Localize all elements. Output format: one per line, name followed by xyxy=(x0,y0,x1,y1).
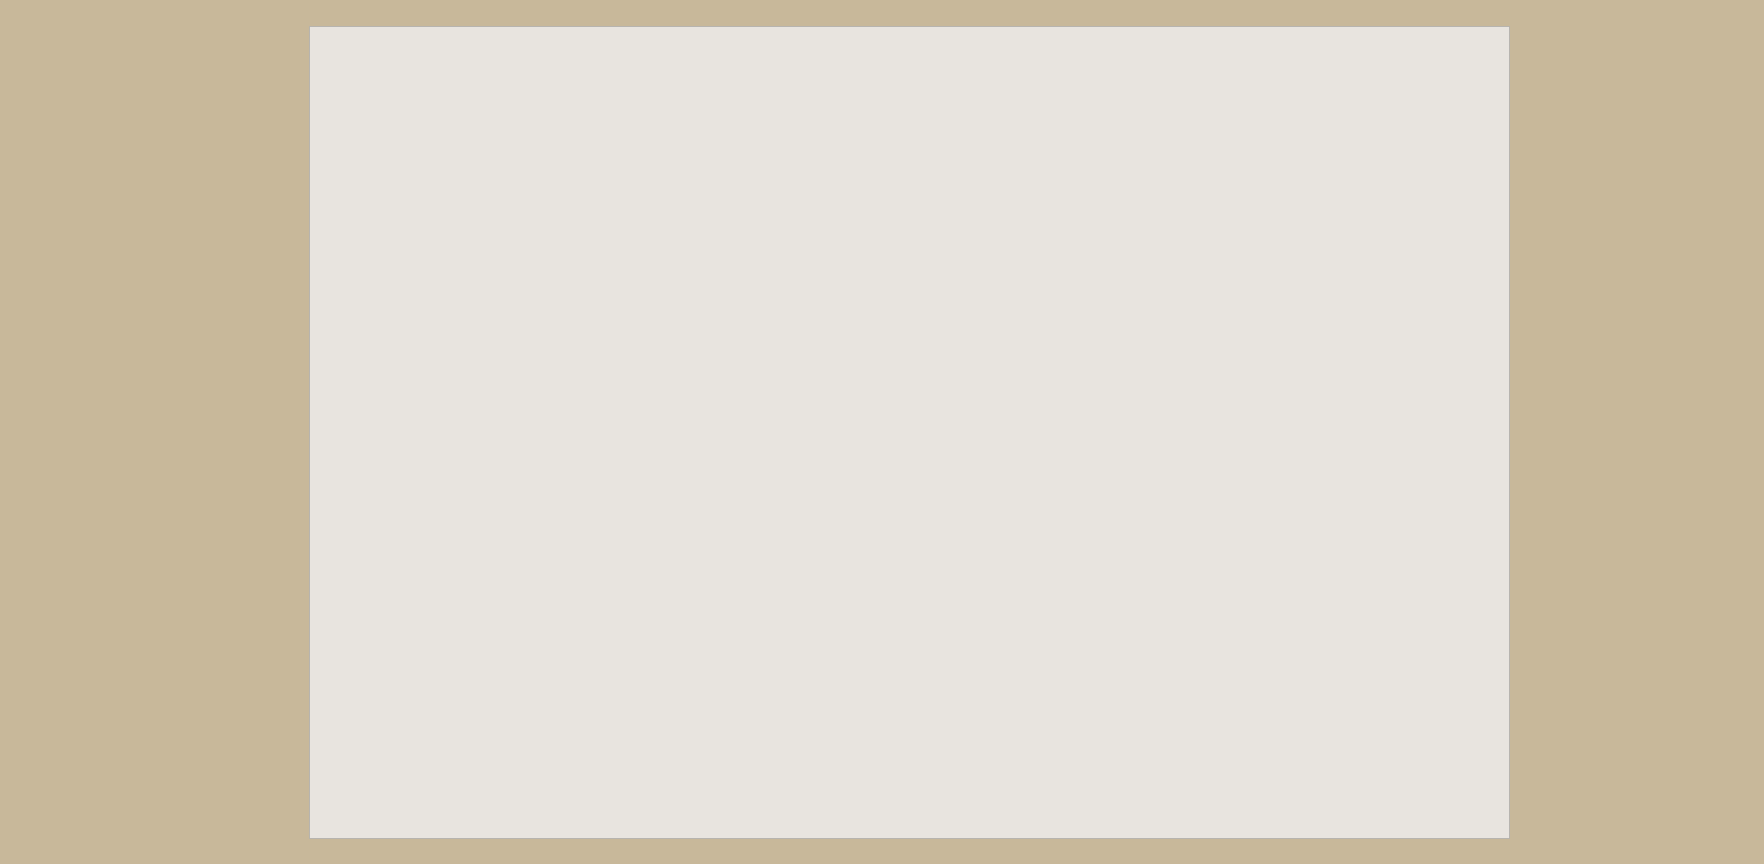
Text: b)  The fluid in Bowman’s capsule is now called: b) The fluid in Bowman’s capsule is now … xyxy=(397,172,679,186)
Text: .: . xyxy=(1448,325,1452,339)
Text: c)  The components of blood that remain in the blood are: c) The components of blood that remain i… xyxy=(397,202,737,216)
Text: .: . xyxy=(1277,622,1281,636)
Text: 3.  a)  Are useful materials such as nutrients and minerals present in renal fil: 3. a) Are useful materials such as nutri… xyxy=(335,264,829,278)
Text: and into: and into xyxy=(691,142,741,156)
Text: 4.  a)  The glomerular filtration rate (GFR) is the amount of renal filtrate for: 4. a) The glomerular filtration rate (GF… xyxy=(335,510,919,524)
Text: .: . xyxy=(1166,172,1170,186)
Text: 2.  a)  In glomerular filtration, blood pressure forces plasma, dissolved substa: 2. a) In glomerular filtration, blood pr… xyxy=(335,112,1005,126)
Text: .: . xyxy=(1274,581,1277,594)
Text: .: . xyxy=(1025,142,1028,156)
Text: 3)  both of these: 3) both of these xyxy=(459,416,556,429)
Text: c)  If blood flow through the kidneys increases, the GFR will: c) If blood flow through the kidneys inc… xyxy=(397,622,755,636)
Text: cells in filtrate.: cells in filtrate. xyxy=(938,476,1028,490)
Text: 1)  usefulness—only waste materials enter the filtrate: 1) usefulness—only waste materials enter… xyxy=(459,355,778,369)
Text: c)  Therefore, glomerular filtration is selective in terms of (choose one answer: c) Therefore, glomerular filtration is s… xyxy=(397,325,868,339)
Text: (time) and is about 100 to 125 mL per minute.: (time) and is about 100 to 125 mL per mi… xyxy=(658,539,933,553)
Text: b)  Are waste products present in renal filtrate?: b) Are waste products present in renal f… xyxy=(397,295,681,308)
Text: d)  Renal filtrate, therefore, is very similar to the: d) Renal filtrate, therefore, is very si… xyxy=(397,446,688,460)
Text: because they are too: because they are too xyxy=(432,232,556,245)
Text: 2)  size—anything small or dissolved in blood plasma may enter the filtrate: 2) size—anything small or dissolved in b… xyxy=(459,385,905,399)
Text: b)  If blood flow through the kidneys decreases, the GFR will: b) If blood flow through the kidneys dec… xyxy=(397,581,760,594)
Text: from which it is made, except that there: from which it is made, except that there xyxy=(1141,446,1381,460)
Text: and: and xyxy=(1168,202,1189,216)
Text: to be forced out of the glomerulus.: to be forced out of the glomerulus. xyxy=(868,232,1074,245)
Text: is little protein and no: is little protein and no xyxy=(437,476,570,490)
Text: 1.  Glomerular filtration takes place in which major part of the nephron?: 1. Glomerular filtration takes place in … xyxy=(335,81,767,95)
Text: FORMATION OF URINE—GLOMERULAR FILTRATION: FORMATION OF URINE—GLOMERULAR FILTRATION xyxy=(649,39,1132,56)
